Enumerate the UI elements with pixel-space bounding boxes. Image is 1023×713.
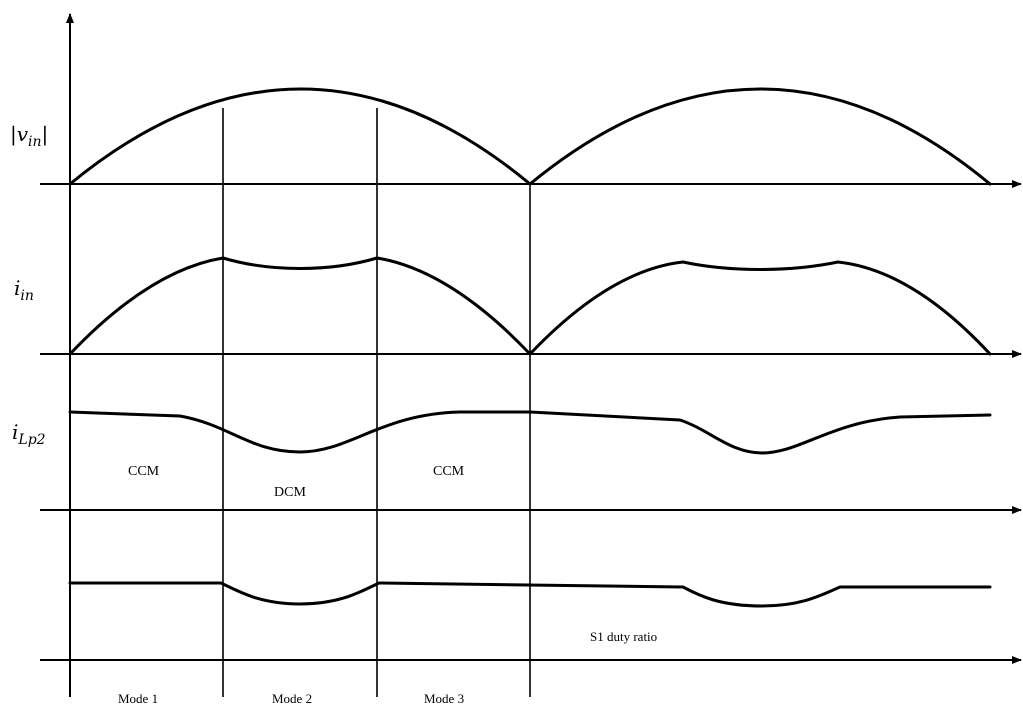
vin-abs-label: |vin| (10, 122, 48, 150)
duty-ratio-label: S1 duty ratio (590, 629, 657, 644)
ccm-label-1: CCM (128, 464, 160, 479)
mode-2-label: Mode 2 (272, 691, 312, 706)
dcm-label: DCM (274, 485, 306, 500)
mode-3-label: Mode 3 (424, 691, 464, 706)
ccm-label-2: CCM (433, 464, 465, 479)
mode-1-label: Mode 1 (118, 691, 158, 706)
ilp2-label: iLp2 (12, 420, 46, 448)
iin-label: iin (14, 276, 34, 304)
vin-waveform (70, 89, 990, 184)
